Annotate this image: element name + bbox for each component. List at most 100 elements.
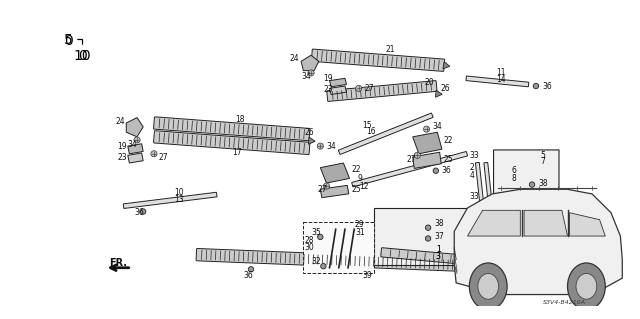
FancyBboxPatch shape (484, 162, 495, 235)
Text: 14: 14 (496, 75, 506, 84)
Text: 30: 30 (305, 243, 315, 252)
Text: 36: 36 (243, 271, 253, 280)
Text: 29: 29 (355, 220, 365, 229)
Circle shape (151, 151, 157, 157)
Circle shape (568, 263, 605, 310)
Text: 36: 36 (542, 82, 552, 91)
Polygon shape (454, 189, 622, 294)
Text: 35: 35 (311, 228, 321, 237)
Polygon shape (330, 78, 346, 87)
Text: 11: 11 (496, 68, 506, 77)
Text: 24: 24 (115, 117, 125, 126)
Circle shape (323, 183, 330, 189)
Text: 27: 27 (317, 185, 327, 194)
Text: 34: 34 (128, 140, 138, 149)
Circle shape (356, 85, 362, 92)
FancyBboxPatch shape (312, 49, 445, 71)
Text: 16: 16 (367, 127, 376, 136)
Text: 22: 22 (444, 136, 453, 145)
Polygon shape (467, 210, 520, 236)
Text: 33: 33 (470, 192, 479, 201)
Text: 2: 2 (470, 163, 474, 172)
Circle shape (426, 225, 431, 230)
Text: FR.: FR. (109, 258, 127, 268)
Polygon shape (301, 55, 319, 70)
FancyBboxPatch shape (327, 81, 437, 101)
Text: 25: 25 (351, 185, 361, 195)
Text: S3V4-B4210A: S3V4-B4210A (543, 300, 586, 305)
Text: 27: 27 (365, 84, 374, 93)
Polygon shape (303, 221, 374, 273)
Text: 9: 9 (357, 174, 362, 183)
Polygon shape (413, 132, 442, 154)
Text: 19: 19 (117, 142, 127, 151)
Polygon shape (374, 208, 474, 265)
FancyBboxPatch shape (476, 162, 487, 235)
Text: 7: 7 (541, 157, 545, 166)
Text: 36: 36 (134, 208, 144, 217)
Text: 24: 24 (289, 54, 299, 63)
FancyBboxPatch shape (196, 249, 468, 271)
Circle shape (424, 126, 429, 132)
Text: 15: 15 (363, 121, 372, 130)
Circle shape (529, 182, 535, 187)
Text: 23: 23 (323, 85, 333, 94)
Circle shape (308, 70, 314, 76)
Polygon shape (128, 153, 143, 163)
FancyBboxPatch shape (339, 113, 433, 154)
Text: 38: 38 (538, 179, 548, 188)
Polygon shape (308, 137, 315, 144)
Text: 13: 13 (174, 196, 184, 204)
Text: 17: 17 (232, 148, 241, 157)
Circle shape (533, 83, 539, 89)
Text: 34: 34 (301, 72, 311, 81)
Circle shape (134, 137, 140, 143)
Text: 23: 23 (117, 153, 127, 162)
Text: 37: 37 (541, 211, 550, 220)
Text: 34: 34 (432, 122, 442, 130)
Polygon shape (524, 210, 568, 236)
Text: 18: 18 (236, 115, 245, 124)
Text: 26: 26 (440, 84, 450, 93)
Text: 20: 20 (424, 78, 434, 87)
Polygon shape (493, 150, 559, 252)
Text: 25: 25 (444, 155, 453, 164)
Polygon shape (320, 185, 349, 198)
Circle shape (576, 273, 596, 299)
Polygon shape (330, 86, 346, 94)
Polygon shape (443, 62, 450, 69)
Text: 1: 1 (436, 245, 440, 254)
Circle shape (321, 263, 326, 269)
Text: 37: 37 (435, 233, 444, 241)
Text: 38: 38 (435, 219, 444, 227)
Text: 12: 12 (359, 182, 368, 191)
Text: 3: 3 (436, 252, 441, 262)
Circle shape (414, 152, 420, 159)
FancyBboxPatch shape (502, 215, 551, 229)
Text: 27: 27 (406, 155, 416, 164)
Text: 39: 39 (363, 271, 372, 280)
Circle shape (317, 143, 323, 149)
Polygon shape (435, 90, 442, 97)
Text: 1: 1 (436, 245, 440, 254)
Text: 5: 5 (541, 151, 545, 160)
FancyBboxPatch shape (381, 248, 469, 265)
Text: 3: 3 (436, 252, 441, 262)
FancyBboxPatch shape (154, 117, 310, 141)
Text: 10: 10 (174, 188, 184, 197)
Text: 27: 27 (159, 153, 168, 162)
Text: 33: 33 (470, 151, 479, 160)
Text: 31: 31 (355, 228, 365, 237)
Text: 8: 8 (511, 174, 516, 183)
Circle shape (469, 263, 507, 310)
FancyBboxPatch shape (466, 76, 529, 87)
Text: 4: 4 (470, 171, 474, 180)
Polygon shape (128, 144, 143, 154)
Circle shape (433, 168, 438, 174)
Text: 19: 19 (323, 74, 333, 83)
Circle shape (478, 273, 499, 299)
Polygon shape (126, 118, 143, 137)
Circle shape (317, 234, 323, 240)
Polygon shape (320, 163, 349, 183)
FancyBboxPatch shape (124, 192, 217, 208)
